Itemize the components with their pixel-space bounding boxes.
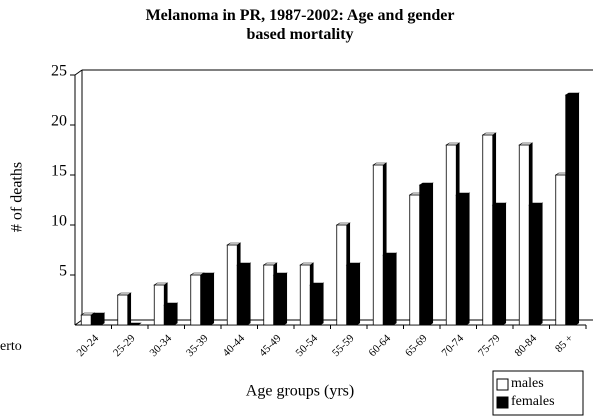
bar [200,274,212,326]
bar-side [173,302,178,326]
x-tick-label: 30-34 [148,332,175,359]
bar [445,144,457,326]
x-tick-label: 85 + [553,332,576,355]
bar [455,194,467,326]
x-tick-label: 35-39 [184,332,211,359]
bar [528,204,540,326]
annotation: erto [0,339,22,354]
y-tick-label: 20 [51,113,67,130]
bar [409,194,421,326]
bar-side [538,202,543,326]
y-tick-label: 25 [51,63,67,80]
bar [153,284,165,326]
x-tick-label: 25-29 [111,332,138,359]
legend-label: females [511,394,555,409]
bar [565,94,577,326]
bar-side [246,262,251,326]
bar [236,264,248,326]
bar-side [502,202,507,326]
bar [263,264,275,326]
y-tick-label: 15 [51,163,67,180]
y-axis-label: # of deaths [9,162,26,232]
bar [163,304,175,326]
bar-side [575,92,580,326]
bar [190,274,202,326]
legend-label: males [511,376,544,391]
x-tick-label: 45-49 [257,332,284,359]
y-axis-top [74,69,83,76]
bar [309,284,321,326]
bar [346,264,358,326]
bar-side [356,262,361,326]
bar-top [126,322,142,326]
bar [492,204,504,326]
x-tick-label: 65-69 [403,332,430,359]
bar-side [319,282,324,326]
legend-swatch [496,378,509,391]
bar [226,244,238,326]
bar-side [127,292,132,326]
y-tick-label: 10 [51,213,67,230]
floor-left [74,319,83,326]
bar-side [210,272,215,326]
x-tick-label: 80-84 [513,332,540,359]
bar [117,294,129,326]
bar [382,254,394,326]
legend-swatch [496,396,509,409]
x-tick-label: 50-54 [294,332,321,359]
bar [336,224,348,326]
legend-box [492,370,584,416]
bar-side [429,182,434,326]
bar-side [465,192,470,326]
bar [80,314,92,326]
bar [419,184,431,326]
x-tick-label: 20-24 [75,332,102,359]
y-tick-label: 5 [59,263,67,280]
x-tick-label: 70-74 [440,332,467,359]
bar-side [283,272,288,326]
x-tick-label: 60-64 [367,332,394,359]
bar [273,274,285,326]
x-tick-label: 40-44 [221,332,248,359]
bar [299,264,311,326]
bar [555,174,567,326]
bar [372,164,384,326]
bar [90,314,102,326]
x-tick-label: 75-79 [476,332,503,359]
x-tick-label: 55-59 [330,332,357,359]
bar-side [392,252,397,326]
bar [482,134,494,326]
x-axis-label: Age groups (yrs) [246,383,354,400]
chart-title: Melanoma in PR, 1987-2002: Age and gende… [145,7,455,43]
bar [518,144,530,326]
